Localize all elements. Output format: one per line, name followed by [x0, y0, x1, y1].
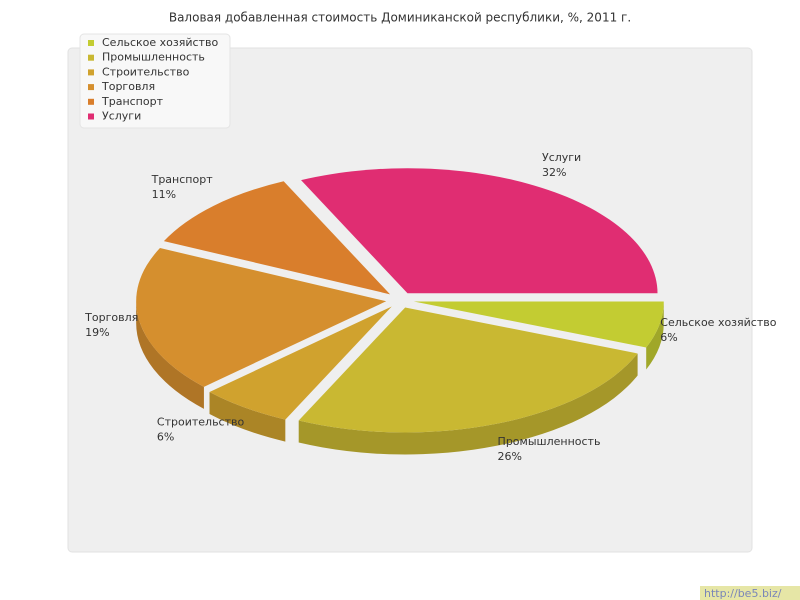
slice [413, 301, 664, 348]
watermark-bg [700, 586, 800, 600]
legend-marker [88, 98, 94, 105]
slice-depth [209, 392, 286, 442]
data-label-name: Торговля [84, 311, 138, 324]
data-label-name: Услуги [542, 151, 581, 164]
legend-label: Услуги [102, 110, 141, 123]
legend-label: Транспорт [101, 95, 164, 108]
slice [301, 168, 658, 294]
legend-label: Строительство [102, 65, 190, 78]
legend-label: Сельское хозяйство [102, 36, 218, 49]
slices [136, 168, 664, 433]
slice [298, 307, 638, 433]
legend-marker [88, 69, 94, 76]
data-label-name: Сельское хозяйство [660, 316, 776, 329]
slice [209, 306, 392, 420]
watermark: http://be5.biz/ [704, 587, 782, 600]
slice-depth [136, 301, 204, 409]
data-label-name: Промышленность [498, 435, 601, 448]
slice-depth [646, 301, 664, 370]
data-label-value: 11% [152, 188, 176, 201]
data-label-value: 6% [157, 430, 174, 443]
legend-marker [88, 84, 94, 91]
legend-label: Промышленность [102, 51, 205, 64]
legend-marker [88, 40, 94, 46]
slice-depths [136, 301, 664, 455]
slice [163, 181, 391, 295]
legend-marker [88, 54, 94, 61]
data-label-name: Строительство [157, 415, 245, 428]
slice-depth [298, 353, 638, 455]
data-label-value: 6% [660, 331, 677, 344]
data-label-value: 19% [85, 326, 109, 339]
slice [136, 248, 387, 387]
data-label-value: 26% [498, 450, 522, 463]
legend-marker [88, 113, 94, 120]
data-labels: Сельское хозяйство 6% Промышленность 26% Стр… [84, 151, 777, 463]
chart-title: Валовая добавленная стоимость Доминиканс… [169, 11, 631, 25]
legend-box [79, 33, 231, 129]
legend-label: Торговля [101, 80, 155, 93]
data-label-value: 32% [542, 166, 566, 179]
data-label-name: Транспорт [151, 173, 214, 186]
